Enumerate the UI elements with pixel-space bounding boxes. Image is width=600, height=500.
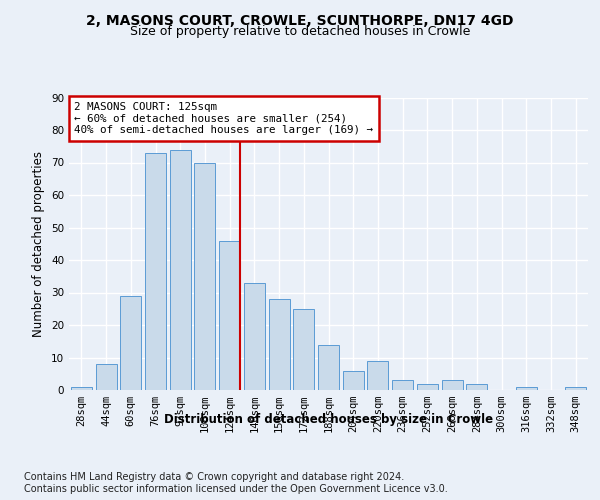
Bar bbox=[293, 308, 314, 390]
Bar bbox=[343, 370, 364, 390]
Bar bbox=[170, 150, 191, 390]
Bar bbox=[392, 380, 413, 390]
Bar bbox=[145, 153, 166, 390]
Bar bbox=[367, 361, 388, 390]
Bar bbox=[442, 380, 463, 390]
Y-axis label: Number of detached properties: Number of detached properties bbox=[32, 151, 46, 337]
Bar bbox=[466, 384, 487, 390]
Bar bbox=[565, 387, 586, 390]
Text: Size of property relative to detached houses in Crowle: Size of property relative to detached ho… bbox=[130, 25, 470, 38]
Bar bbox=[417, 384, 438, 390]
Text: Distribution of detached houses by size in Crowle: Distribution of detached houses by size … bbox=[164, 412, 493, 426]
Bar bbox=[516, 387, 537, 390]
Text: 2, MASONS COURT, CROWLE, SCUNTHORPE, DN17 4GD: 2, MASONS COURT, CROWLE, SCUNTHORPE, DN1… bbox=[86, 14, 514, 28]
Bar bbox=[71, 387, 92, 390]
Bar bbox=[95, 364, 116, 390]
Bar bbox=[269, 299, 290, 390]
Bar bbox=[219, 240, 240, 390]
Text: Contains HM Land Registry data © Crown copyright and database right 2024.
Contai: Contains HM Land Registry data © Crown c… bbox=[24, 472, 448, 494]
Bar bbox=[194, 162, 215, 390]
Bar bbox=[244, 283, 265, 390]
Bar bbox=[120, 296, 141, 390]
Text: 2 MASONS COURT: 125sqm
← 60% of detached houses are smaller (254)
40% of semi-de: 2 MASONS COURT: 125sqm ← 60% of detached… bbox=[74, 102, 373, 135]
Bar bbox=[318, 344, 339, 390]
